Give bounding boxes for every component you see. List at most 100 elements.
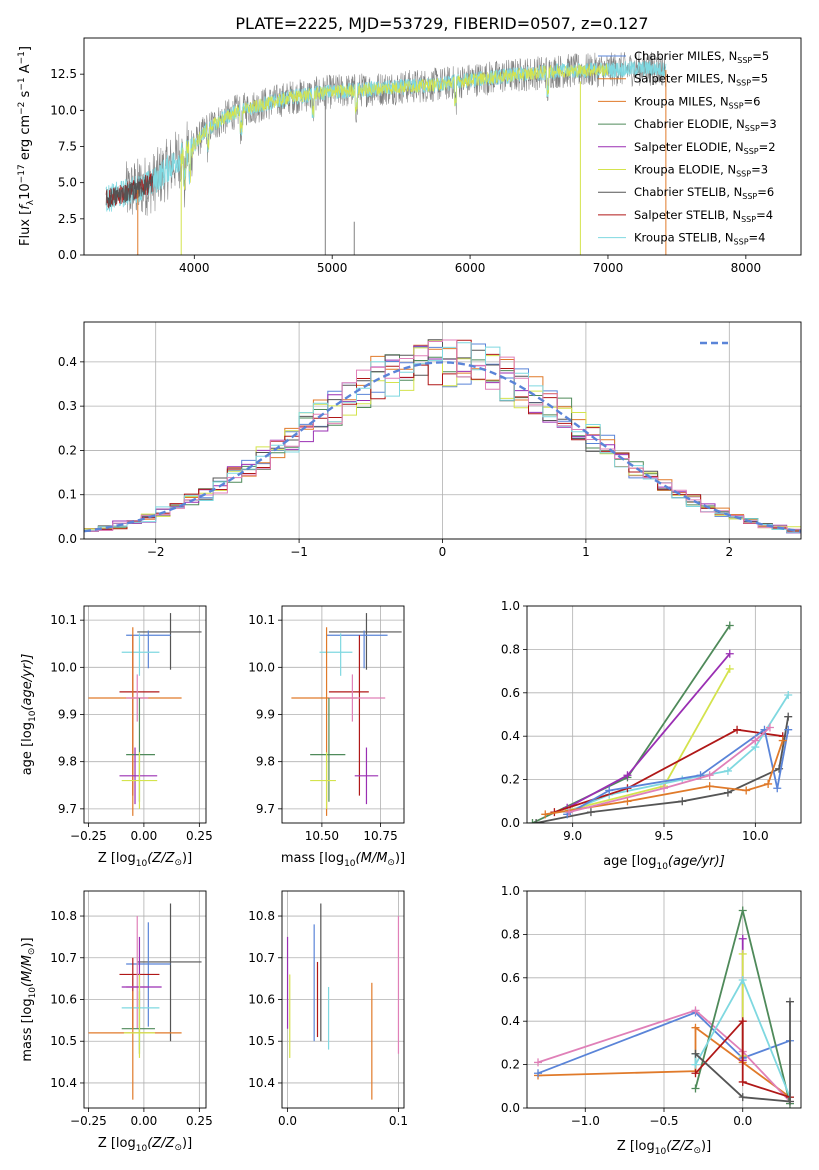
weight-line	[535, 716, 790, 823]
label-part: Chabrier MILES, N	[634, 49, 737, 63]
error-point	[121, 982, 160, 1050]
label-part: (Z/Z	[147, 851, 175, 866]
label-part: )]	[701, 1139, 711, 1154]
axes-frame	[281, 890, 405, 1109]
label-part: age [log	[603, 854, 656, 869]
x-tick-label: 10.50	[305, 829, 339, 843]
label-part: 10	[656, 862, 668, 872]
weight-marker	[691, 1049, 700, 1058]
y-tick-label: 5.0	[58, 176, 77, 190]
weight-marker	[725, 664, 734, 673]
label-part: ⊙	[387, 858, 395, 868]
x-tick-label: 10.0	[742, 829, 769, 843]
error-point	[126, 916, 149, 1029]
axes-frame	[281, 605, 405, 824]
weight-marker	[738, 975, 747, 984]
y-tick-label: 0.0	[58, 532, 77, 546]
label-part: A	[18, 64, 33, 77]
y-tick-label: 1.0	[501, 884, 520, 898]
label-part: 10	[136, 1144, 148, 1154]
y-tick-label: 10.4	[248, 1076, 275, 1090]
weight-line	[694, 1001, 791, 1103]
label-part: s	[18, 90, 33, 101]
x-tick-label: 0	[439, 545, 447, 559]
label-part: =4	[756, 208, 773, 222]
x-tick-label: 9.5	[654, 829, 673, 843]
x-tick-label: 8000	[731, 261, 762, 275]
axes-frame	[83, 37, 802, 256]
y-tick-label: 0.4	[501, 1014, 520, 1028]
label-part: −2	[17, 102, 27, 115]
label-part: )]	[20, 937, 35, 947]
label-part: (Z/Z	[666, 1139, 694, 1154]
y-tick-label: 10.0	[50, 660, 77, 674]
label-part: SSP	[745, 124, 760, 133]
y-tick-label: 0.2	[501, 1058, 520, 1072]
x-tick-label: 0.25	[186, 829, 213, 843]
weight-marker	[738, 906, 747, 915]
weight-marker	[784, 712, 793, 721]
weight-marker	[605, 786, 614, 795]
label-part: =6	[744, 94, 761, 108]
error-point	[326, 630, 388, 669]
label-part: Salpeter MILES, N	[634, 72, 736, 86]
weight-marker	[691, 1069, 700, 1078]
y-tick-label: 0.0	[501, 1101, 520, 1115]
legend-label: Kroupa MILES, NSSP=6	[634, 94, 760, 110]
weight-marker	[784, 690, 793, 699]
y-tick-label: 0.4	[501, 729, 520, 743]
x-axis-label: Z [log10(Z/Z⊙)]	[98, 851, 192, 869]
label-part: SSP	[736, 170, 751, 179]
weight-marker	[738, 1093, 747, 1102]
y-tick-label: 0.8	[501, 642, 520, 656]
x-tick-label: 2	[725, 545, 733, 559]
weight-marker	[765, 723, 774, 732]
x-tick-label: −1	[290, 545, 308, 559]
x-axis-label: age [log10(age/yr)]	[603, 854, 725, 872]
x-tick-label: −1.0	[571, 1114, 600, 1128]
weight-marker	[742, 786, 751, 795]
label-part: −1	[17, 51, 27, 64]
x-tick-label: −0.25	[70, 829, 107, 843]
label-part: (M/M	[20, 955, 35, 987]
label-part: λ	[26, 199, 36, 205]
error-point	[137, 613, 202, 670]
y-tick-label: 10.8	[248, 909, 275, 923]
axes-frame	[526, 890, 802, 1109]
y-axis-label: age [log10(age/yr)]	[20, 654, 38, 776]
plot-area	[286, 903, 400, 1100]
spectrum-title: PLATE=2225, MJD=53729, FIBERID=0507, z=0…	[235, 14, 648, 33]
plot-area	[528, 621, 793, 823]
error-point	[319, 633, 353, 676]
error-point	[328, 613, 402, 670]
y-tick-label: 9.7	[256, 802, 275, 816]
y-tick-label: 0.0	[58, 248, 77, 262]
axes-frame	[526, 605, 802, 824]
y-tick-label: 10.6	[50, 993, 77, 1007]
x-tick-label: 0.0	[733, 1114, 752, 1128]
x-axis-label: Z [log10(Z/Z⊙)]	[617, 1139, 711, 1157]
plot-area	[88, 903, 202, 1100]
error-point	[121, 633, 160, 676]
y-tick-label: 10.6	[248, 993, 275, 1007]
weight-marker	[725, 621, 734, 630]
weight-marker	[678, 797, 687, 806]
weight-marker	[738, 934, 747, 943]
label-part: =2	[759, 140, 776, 154]
label-part: 10	[18, 183, 33, 200]
x-tick-label: 10.75	[363, 829, 397, 843]
label-part: (age/yr)]	[20, 654, 35, 711]
weight-line	[694, 1018, 791, 1099]
y-tick-label: 10.7	[248, 951, 275, 965]
plot-area	[105, 51, 667, 255]
label-part: )]	[395, 851, 405, 866]
weight-marker	[738, 1077, 747, 1086]
y-tick-label: 9.9	[256, 708, 275, 722]
weight-line	[545, 740, 784, 816]
error-point	[328, 674, 386, 722]
weight-line	[537, 1009, 791, 1103]
label-part: 10	[344, 859, 356, 869]
label-part: SSP	[734, 238, 749, 247]
weight-marker	[691, 1006, 700, 1015]
